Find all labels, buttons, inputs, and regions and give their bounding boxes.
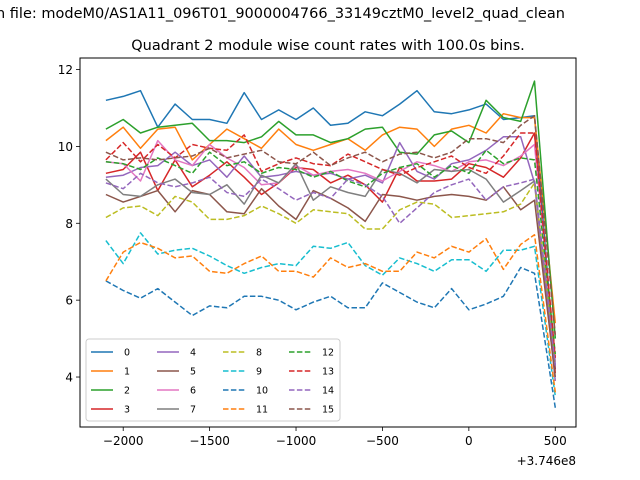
legend-label-12: 12	[322, 348, 334, 359]
legend-label-3: 3	[124, 405, 130, 416]
legend-label-8: 8	[256, 348, 262, 359]
series-line-15	[105, 114, 557, 335]
series-line-1	[105, 112, 557, 324]
x-tick-label: −1500	[189, 434, 230, 448]
series-line-0	[105, 89, 557, 370]
x-tick-label: 0	[465, 434, 473, 448]
legend-label-15: 15	[322, 405, 334, 416]
y-tick-label: 10	[58, 140, 73, 154]
chart-title: Quadrant 2 module wise count rates with …	[131, 38, 525, 54]
y-axis: 4 6 8 10 12	[58, 63, 80, 385]
legend-box	[85, 338, 341, 422]
legend-label-0: 0	[124, 348, 130, 359]
series-line-10	[105, 266, 557, 408]
y-tick-label: 12	[58, 63, 73, 77]
x-tick-label: −1000	[276, 434, 317, 448]
series-line-12	[105, 149, 557, 355]
legend-label-1: 1	[124, 367, 130, 378]
series-line-4	[105, 136, 557, 381]
legend-label-4: 4	[190, 348, 196, 359]
x-offset-label: +3.746e8	[517, 454, 576, 468]
series-line-9	[105, 232, 557, 397]
axes-frame	[79, 57, 577, 428]
legend-label-2: 2	[124, 386, 130, 397]
legend-label-7: 7	[190, 405, 196, 416]
legend-label-13: 13	[322, 367, 334, 378]
y-tick-label: 8	[65, 217, 73, 231]
series-line-11	[105, 234, 557, 393]
y-tick-label: 4	[65, 371, 73, 385]
legend-label-6: 6	[190, 386, 196, 397]
legend-label-14: 14	[322, 386, 334, 397]
x-tick-label: 500	[544, 434, 567, 448]
x-tick-label: −2000	[103, 434, 144, 448]
figure-suptitle: n file: modeM0/AS1A11_096T01_9000004766_…	[0, 6, 565, 22]
legend-label-9: 9	[256, 367, 262, 378]
y-tick-label: 6	[65, 294, 73, 308]
x-axis: −2000 −1500 −1000 −500 0 500	[103, 427, 567, 448]
plot-lines	[105, 80, 557, 408]
series-line-7	[105, 162, 557, 366]
series-line-13	[105, 132, 557, 358]
legend-label-11: 11	[256, 405, 268, 416]
series-line-2	[105, 80, 557, 339]
x-tick-label: −500	[366, 434, 399, 448]
legend-label-5: 5	[190, 367, 196, 378]
legend-label-10: 10	[256, 386, 268, 397]
series-line-14	[105, 172, 557, 366]
series-line-8	[105, 182, 557, 358]
